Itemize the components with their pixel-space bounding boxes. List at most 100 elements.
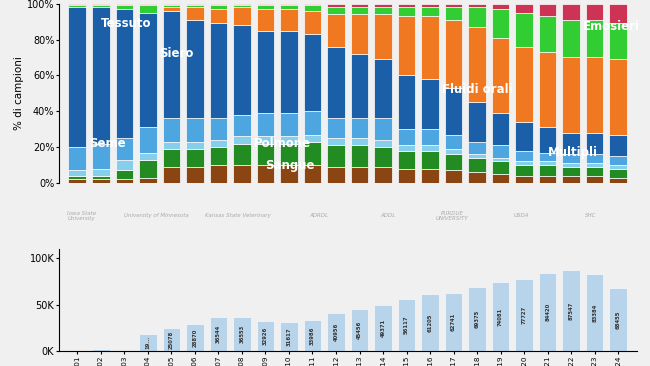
Bar xyxy=(257,165,274,183)
Bar xyxy=(468,154,486,158)
Bar xyxy=(515,151,533,161)
Bar xyxy=(209,147,228,165)
Bar xyxy=(92,5,110,7)
Bar xyxy=(139,334,157,351)
Bar xyxy=(539,273,556,351)
Bar xyxy=(209,5,228,9)
Text: SHC: SHC xyxy=(585,213,597,219)
Text: Seme: Seme xyxy=(89,137,125,150)
Bar xyxy=(609,178,627,183)
Bar xyxy=(257,9,274,31)
Bar xyxy=(186,5,203,7)
Text: Tessuto: Tessuto xyxy=(101,17,151,30)
Bar xyxy=(421,4,439,7)
Bar xyxy=(492,145,510,158)
Bar xyxy=(586,4,603,20)
Bar xyxy=(280,31,298,113)
Bar xyxy=(351,145,369,167)
Bar xyxy=(92,176,110,179)
Bar xyxy=(186,4,203,5)
Bar xyxy=(327,4,344,7)
Bar xyxy=(562,4,580,20)
Bar xyxy=(515,279,533,351)
Bar xyxy=(139,4,157,5)
Bar xyxy=(162,142,180,149)
Bar xyxy=(609,135,627,156)
Bar xyxy=(280,5,298,9)
Bar xyxy=(327,47,344,119)
Text: 87547: 87547 xyxy=(569,302,574,320)
Bar xyxy=(139,178,157,183)
Bar xyxy=(233,7,251,25)
Bar xyxy=(492,113,510,145)
Bar xyxy=(280,143,298,165)
Bar xyxy=(162,7,180,11)
Bar xyxy=(421,16,439,79)
Bar xyxy=(351,119,369,138)
Bar xyxy=(468,7,486,27)
Bar xyxy=(327,167,344,183)
Bar xyxy=(468,158,486,172)
Bar xyxy=(539,176,556,183)
Bar xyxy=(539,4,556,16)
Bar xyxy=(209,23,228,119)
Bar xyxy=(492,9,510,38)
Bar xyxy=(445,7,462,20)
Bar xyxy=(186,167,203,183)
Text: 40956: 40956 xyxy=(333,323,339,341)
Bar xyxy=(351,4,369,7)
Text: 36544: 36544 xyxy=(216,325,221,343)
Bar xyxy=(327,145,344,167)
Bar xyxy=(539,52,556,127)
Text: 45456: 45456 xyxy=(357,321,362,339)
Bar xyxy=(280,9,298,31)
Bar xyxy=(304,320,321,351)
Bar xyxy=(445,293,462,351)
Bar xyxy=(445,20,462,88)
Text: Emosieri: Emosieri xyxy=(583,20,640,33)
Bar xyxy=(162,328,180,351)
Bar xyxy=(562,167,580,176)
Bar xyxy=(116,9,133,138)
Text: USDA: USDA xyxy=(514,213,529,219)
Bar xyxy=(609,23,627,59)
Bar xyxy=(68,5,86,7)
Bar xyxy=(92,179,110,183)
Bar xyxy=(139,127,157,153)
Bar xyxy=(92,7,110,143)
Bar xyxy=(209,9,228,23)
Bar xyxy=(116,138,133,160)
Bar xyxy=(209,4,228,5)
Bar xyxy=(162,4,180,5)
Bar xyxy=(116,179,133,183)
Bar xyxy=(209,119,228,140)
Bar xyxy=(492,4,510,9)
Bar xyxy=(162,5,180,7)
Bar xyxy=(116,5,133,9)
Bar xyxy=(421,145,439,151)
Bar xyxy=(609,165,627,169)
Text: 84420: 84420 xyxy=(545,303,550,321)
Bar xyxy=(398,169,415,183)
Text: 74081: 74081 xyxy=(498,308,503,326)
Bar xyxy=(280,165,298,183)
Bar xyxy=(233,143,251,165)
Bar xyxy=(233,317,251,351)
Text: 49371: 49371 xyxy=(380,319,385,337)
Bar xyxy=(609,156,627,165)
Bar xyxy=(539,16,556,52)
Bar xyxy=(233,25,251,115)
Text: 32926: 32926 xyxy=(263,327,268,345)
Bar xyxy=(233,5,251,7)
Bar xyxy=(398,7,415,16)
Bar xyxy=(304,165,321,183)
Bar xyxy=(374,7,392,14)
Bar xyxy=(327,119,344,138)
Bar xyxy=(609,288,627,351)
Bar xyxy=(492,282,510,351)
Bar xyxy=(492,158,510,161)
Bar xyxy=(209,165,228,183)
Bar xyxy=(374,140,392,147)
Text: Iowa State
University: Iowa State University xyxy=(67,210,96,221)
Bar xyxy=(468,4,486,7)
